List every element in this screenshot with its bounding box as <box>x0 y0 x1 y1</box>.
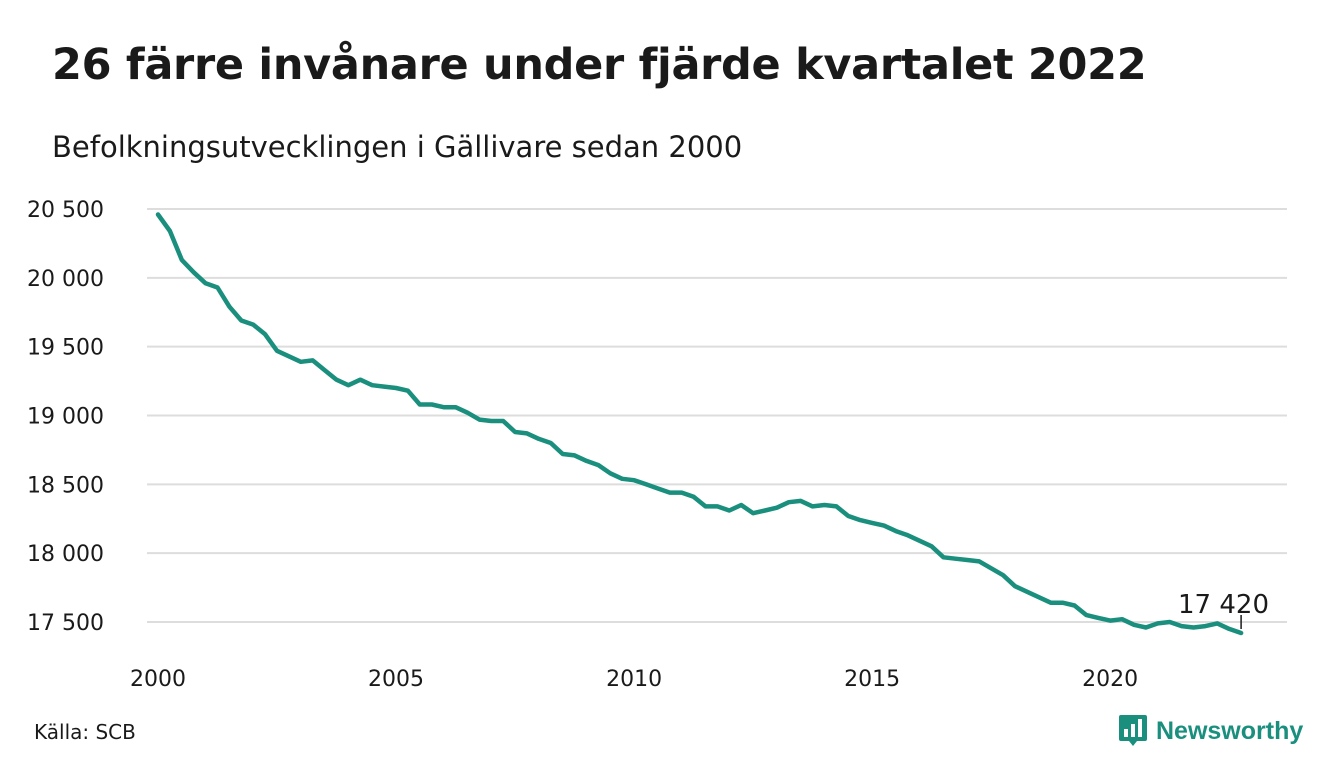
y-axis: 17 500 18 000 18 500 19 000 19 500 20 000 20 5… <box>27 198 104 636</box>
series-group <box>155 212 1244 636</box>
brand-name: Newsworthy <box>1156 716 1304 745</box>
x-tick-label: 2020 <box>1082 667 1138 692</box>
x-tick-label: 2000 <box>130 667 186 692</box>
annotation-label: 17 420 <box>1178 590 1269 620</box>
gridlines <box>147 208 1287 623</box>
source-note: Källa: SCB <box>34 720 136 744</box>
y-tick-label: 19 500 <box>27 336 104 361</box>
x-axis: 2000 2005 2010 2015 2020 <box>130 667 1138 692</box>
y-tick-label: 17 500 <box>27 611 104 636</box>
annotations: 17 420 <box>1178 590 1269 630</box>
bar-chart-speech-bubble-icon <box>1119 715 1147 746</box>
chart-subtitle: Befolkningsutvecklingen i Gällivare seda… <box>52 130 743 164</box>
x-tick-label: 2005 <box>368 667 424 692</box>
y-tick-label: 18 500 <box>27 473 104 498</box>
y-tick-label: 20 000 <box>27 267 104 292</box>
newsworthy-logo: Newsworthy <box>1118 714 1303 748</box>
y-tick-label: 20 500 <box>27 198 104 223</box>
y-tick-label: 18 000 <box>27 542 104 567</box>
series-line <box>155 212 1244 636</box>
line-chart: 17 500 18 000 18 500 19 000 19 500 20 000 20 5… <box>27 198 1287 692</box>
x-tick-label: 2010 <box>606 667 662 692</box>
x-tick-label: 2015 <box>844 667 900 692</box>
chart-title: 26 färre invånare under fjärde kvartalet… <box>52 40 1147 90</box>
y-tick-label: 19 000 <box>27 405 104 430</box>
